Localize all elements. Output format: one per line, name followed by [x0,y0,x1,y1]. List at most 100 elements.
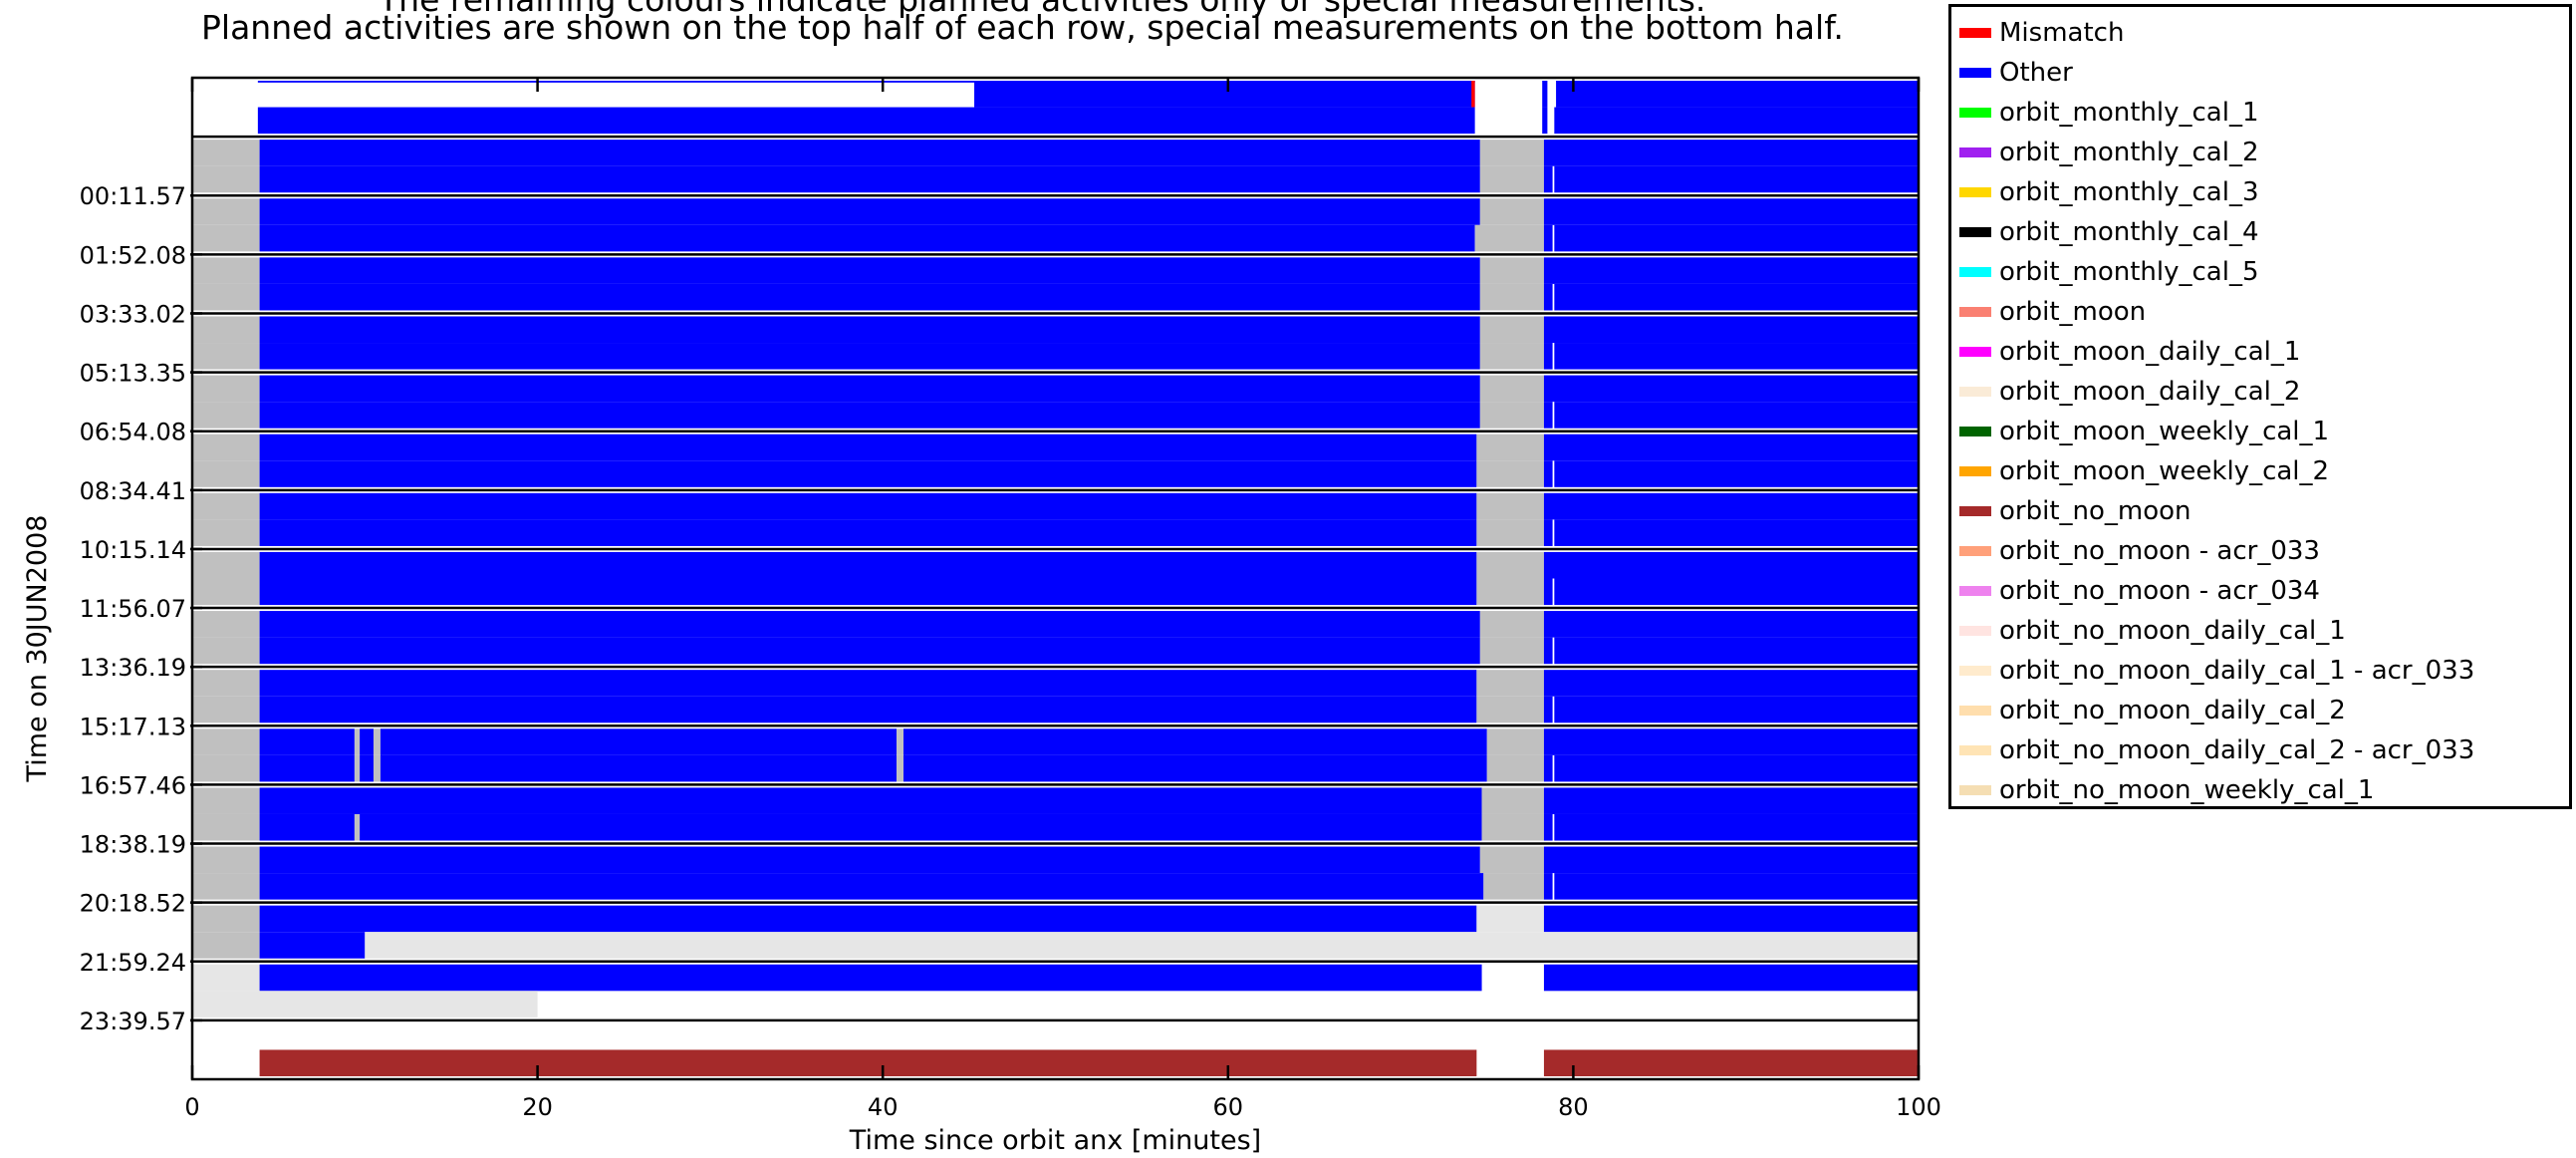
bar-segment-row8-bottom-3 [1543,578,1553,606]
bar-segment-row9-top-1 [259,611,1480,638]
y-tick-label-14: 23:39.57 [80,1008,186,1035]
bar-segment-row11-bottom-1 [259,754,355,782]
legend-label: orbit_moon [1999,297,2147,327]
bar-segment-row11-top-6 [897,728,903,755]
y-tick-label-2: 03:33.02 [80,300,186,328]
bar-segment-row6-bottom-0 [192,460,260,487]
legend-item: orbit_no_moon - acr_033 [1959,531,2320,571]
legend-item: orbit_no_moon_daily_cal_2 [1959,691,2346,730]
bar-segment-row10-bottom-1 [259,696,1477,724]
bar-segment-row11-bottom-9 [1543,754,1553,782]
bar-segment-row7-bottom-3 [1543,519,1553,546]
bar-segment-row3-top-3 [1543,257,1919,284]
bar-segment-row13-top-2 [1479,846,1544,874]
bar-segment-row2-top-3 [1543,198,1919,225]
bar-segment-row6-top-1 [259,434,1477,461]
bar-segment-row12-top-2 [1481,787,1544,814]
legend-swatch [1959,427,1991,436]
bar-segment-row16-bottom-0 [259,1049,1477,1076]
bar-segment-row4-bottom-1 [259,343,1480,370]
bar-segment-row8-bottom-0 [192,578,260,606]
bar-segment-row11-top-5 [380,728,898,755]
bar-segment-row2-bottom-4 [1554,224,1919,252]
legend-label: orbit_monthly_cal_2 [1999,138,2259,167]
bar-segment-row9-top-0 [192,611,260,638]
bar-segment-row10-top-3 [1543,670,1919,697]
legend-item: orbit_moon_daily_cal_2 [1959,372,2300,412]
bar-segment-row14-top-2 [1476,905,1544,933]
chart-title-line-2: Planned activities are shown on the top … [201,8,1844,47]
bar-segment-row1-bottom-2 [1479,165,1544,193]
legend-label: orbit_no_moon_daily_cal_1 [1999,616,2346,646]
legend-item: orbit_moon [1959,292,2146,332]
bar-segment-row7-bottom-0 [192,519,260,546]
y-tick-label-0: 00:11.57 [80,182,186,210]
bar-segment-row2-top-1 [259,198,1480,225]
bar-segment-row11-bottom-2 [354,754,361,782]
bar-segment-row3-bottom-0 [192,283,260,311]
bar-segment-row13-bottom-3 [1543,873,1553,900]
bar-segment-row13-bottom-0 [192,873,260,900]
bar-segment-row11-top-8 [1486,728,1544,755]
y-tick-label-10: 16:57.46 [80,771,186,799]
bar-segment-row11-top-0 [192,728,260,755]
bar-segment-row1-bottom-4 [1554,165,1919,193]
bar-segment-row13-top-1 [259,846,1480,874]
bar-segment-row11-bottom-5 [380,754,898,782]
legend-swatch [1959,466,1991,476]
legend-item: orbit_no_moon [1959,491,2191,531]
legend-swatch [1959,586,1991,596]
bar-segment-row8-top-2 [1476,551,1544,579]
bar-segment-row12-bottom-4 [1481,813,1544,841]
bar-segment-row15-bottom-0 [192,991,538,1017]
bar-segment-row10-top-0 [192,670,260,697]
bar-segment-row5-bottom-3 [1543,402,1553,429]
legend-item: orbit_moon_daily_cal_1 [1959,332,2300,372]
bar-segment-row3-bottom-1 [259,283,1480,311]
bar-segment-row13-bottom-1 [259,873,1484,900]
bar-segment-row11-bottom-0 [192,754,260,782]
legend-item: Other [1959,53,2073,93]
bar-segment-row5-bottom-0 [192,402,260,429]
bar-segment-row12-bottom-3 [360,813,1482,841]
bar-segment-row4-top-0 [192,316,260,344]
bar-segment-row7-top-0 [192,492,260,520]
bar-segment-row2-bottom-3 [1543,224,1553,252]
legend-swatch [1959,666,1991,676]
bar-segment-row11-bottom-6 [897,754,903,782]
legend-label: orbit_monthly_cal_3 [1999,177,2259,207]
bar-segment-row8-top-3 [1543,551,1919,579]
bar-segment-row14-top-0 [192,905,260,933]
legend-swatch [1959,267,1991,277]
bar-segment-row13-top-3 [1543,846,1919,874]
legend-item: orbit_no_moon_daily_cal_2 - acr_033 [1959,730,2474,770]
legend-label: orbit_moon_weekly_cal_2 [1999,456,2330,486]
bar-segment-row1-top-3 [1543,140,1919,166]
bar-segment-row15-top-2 [1543,964,1919,992]
bar-segment-row14-bottom-2 [365,932,1919,959]
bar-segment-row7-top-2 [1476,492,1544,520]
legend-swatch [1959,387,1991,397]
bar-segment-row3-top-2 [1479,257,1544,284]
bar-segment-row7-top-3 [1543,492,1919,520]
bar-segment-row2-bottom-1 [259,224,1475,252]
bar-segment-row1-top-1 [259,140,1480,166]
bar-segment-row5-top-2 [1479,375,1544,403]
bar-segment-row6-bottom-3 [1543,460,1553,487]
legend-label: Other [1999,58,2073,88]
bar-segment-row11-top-3 [360,728,374,755]
bar-segment-row11-top-4 [373,728,381,755]
bar-segment-row7-bottom-1 [259,519,1477,546]
bar-segment-row9-top-3 [1543,611,1919,638]
bar-segment-row5-top-3 [1543,375,1919,403]
bar-segment-row10-top-2 [1476,670,1544,697]
bar-segment-row6-top-2 [1476,434,1544,461]
y-tick-label-12: 20:18.52 [80,890,186,918]
bar-segment-row11-bottom-4 [373,754,381,782]
legend-swatch [1959,147,1991,157]
legend-item: orbit_monthly_cal_4 [1959,212,2259,252]
bar-segment-row3-bottom-2 [1479,283,1544,311]
y-tick-label-6: 10:15.14 [80,536,186,564]
bar-segment-row8-bottom-1 [259,578,1477,606]
legend-item: orbit_no_moon - acr_034 [1959,571,2320,611]
